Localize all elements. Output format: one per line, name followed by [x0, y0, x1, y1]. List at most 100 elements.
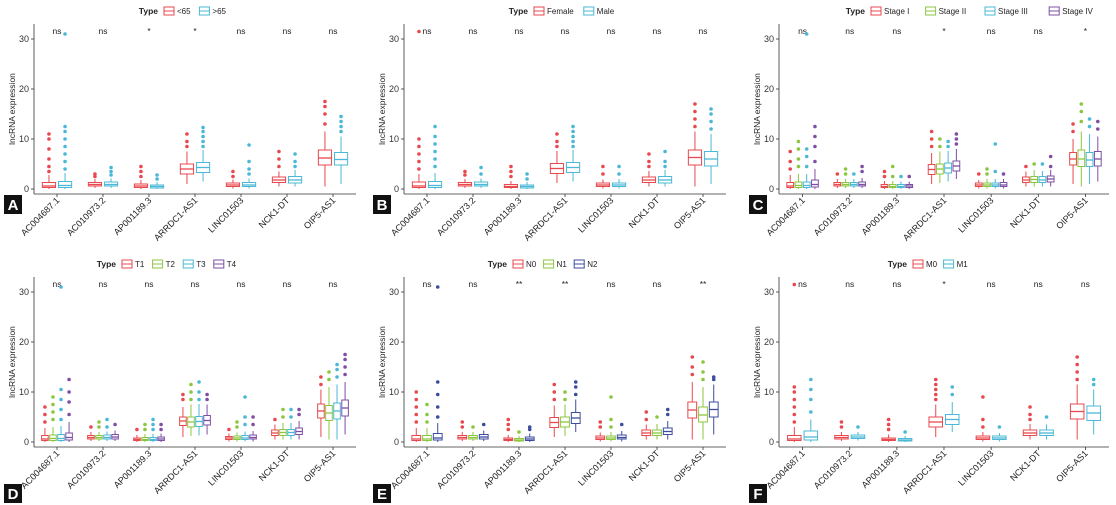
outlier-point [644, 417, 649, 422]
panel-label: D [8, 486, 19, 503]
outlier-point [231, 174, 235, 179]
outlier-point [139, 169, 143, 174]
outlier-point [51, 402, 55, 407]
outlier-point [201, 139, 205, 144]
box-ap001189-3-4 [905, 174, 914, 189]
x-tick-label: AC010973.2 [435, 195, 477, 237]
x-tick-label: NCK1-DT [257, 448, 292, 483]
box-arrdc1-as1-1 [549, 382, 560, 437]
box-ap001189-3-3 [897, 174, 905, 189]
outlier-point [1075, 355, 1079, 359]
outlier-point [993, 169, 998, 174]
outlier-point [709, 127, 713, 131]
outlier-point [835, 172, 840, 176]
box-iqr [1077, 149, 1086, 167]
outlier-point [552, 390, 557, 394]
outlier-point [788, 167, 792, 171]
outlier-point [690, 365, 695, 369]
outlier-point [151, 427, 155, 432]
outlier-point [813, 159, 817, 164]
outlier-point [297, 412, 301, 417]
outlier-point [339, 114, 343, 119]
x-tick-label: OIP5-AS1 [672, 195, 708, 231]
box-ac004687-1-2 [794, 139, 803, 189]
outlier-point [938, 144, 942, 149]
outlier-point [509, 174, 513, 179]
box-linc01503-1 [975, 395, 991, 442]
outlier-point [711, 377, 716, 382]
outlier-point [43, 420, 47, 424]
box-linc01503-3 [616, 422, 627, 442]
y-tick-label: 0 [394, 437, 399, 447]
y-tick-label: 20 [764, 84, 774, 94]
x-tick-label: AC004687.1 [389, 195, 431, 237]
outlier-point [525, 177, 529, 181]
outlier-point [201, 129, 205, 134]
outlier-point [479, 172, 483, 176]
outlier-point [297, 407, 301, 412]
outlier-point [929, 137, 934, 141]
outlier-point [47, 132, 51, 136]
box-nck1-dt-4 [1046, 154, 1055, 187]
outlier-point [617, 164, 621, 169]
outlier-point [571, 134, 575, 139]
x-tick-label: AC004687.1 [765, 195, 807, 237]
box-nck1-dt-3 [1038, 162, 1047, 187]
significance-label: * [942, 279, 946, 289]
outlier-point [1096, 127, 1100, 131]
legend-title: Type [97, 259, 116, 269]
outlier-point [197, 380, 201, 384]
outlier-point [435, 415, 440, 419]
box-oip5-as1-3 [708, 375, 719, 435]
panel-label: B [377, 197, 388, 214]
outlier-point [1079, 109, 1084, 114]
legend-label: Stage IV [1062, 7, 1093, 16]
outlier-point [417, 29, 421, 34]
box-nck1-dt-3 [287, 407, 295, 440]
outlier-point [617, 172, 621, 176]
outlier-point [281, 415, 285, 419]
outlier-point [59, 417, 63, 422]
box-ap001189-3-2 [141, 422, 149, 442]
outlier-point [335, 367, 339, 372]
box-oip5-as1-1 [317, 99, 333, 187]
box-ac010973-2-1 [87, 425, 95, 441]
outlier-point [201, 144, 205, 149]
x-tick-label: NCK1-DT [627, 448, 662, 483]
outlier-point [573, 385, 578, 389]
outlier-point [109, 173, 113, 177]
outlier-point [981, 417, 985, 422]
outlier-point [647, 164, 651, 169]
significance-label: ns [53, 26, 62, 36]
outlier-point [435, 392, 440, 397]
outlier-point [792, 412, 797, 417]
box-oip5-as1-2 [333, 114, 349, 184]
y-tick-label: 10 [389, 387, 399, 397]
outlier-point [335, 375, 339, 379]
box-ap001189-3-1 [503, 417, 514, 442]
box-nck1-dt-4 [295, 407, 303, 440]
x-tick-label: LINC01503 [956, 195, 995, 234]
outlier-point [709, 119, 713, 124]
x-tick-label: AP001189.3 [860, 195, 902, 237]
outlier-point [693, 117, 697, 121]
box-ac010973-2-3 [849, 172, 858, 188]
outlier-point [293, 164, 297, 169]
outlier-point [946, 144, 950, 149]
outlier-point [1087, 117, 1092, 121]
box-oip5-as1-2 [1077, 102, 1086, 187]
x-tick-label: AC004687.1 [765, 448, 807, 490]
box-ac004687-1-1 [41, 132, 57, 189]
outlier-point [197, 397, 201, 402]
outlier-point [954, 142, 959, 146]
outlier-point [890, 174, 895, 179]
outlier-point [319, 382, 323, 387]
significance-label: ns [99, 26, 108, 36]
outlier-point [417, 152, 421, 156]
outlier-point [1079, 102, 1084, 106]
outlier-point [890, 164, 895, 169]
legend-label: M0 [926, 260, 938, 269]
y-tick-label: 0 [769, 184, 774, 194]
significance-label: ns [53, 279, 62, 289]
outlier-point [189, 397, 193, 402]
